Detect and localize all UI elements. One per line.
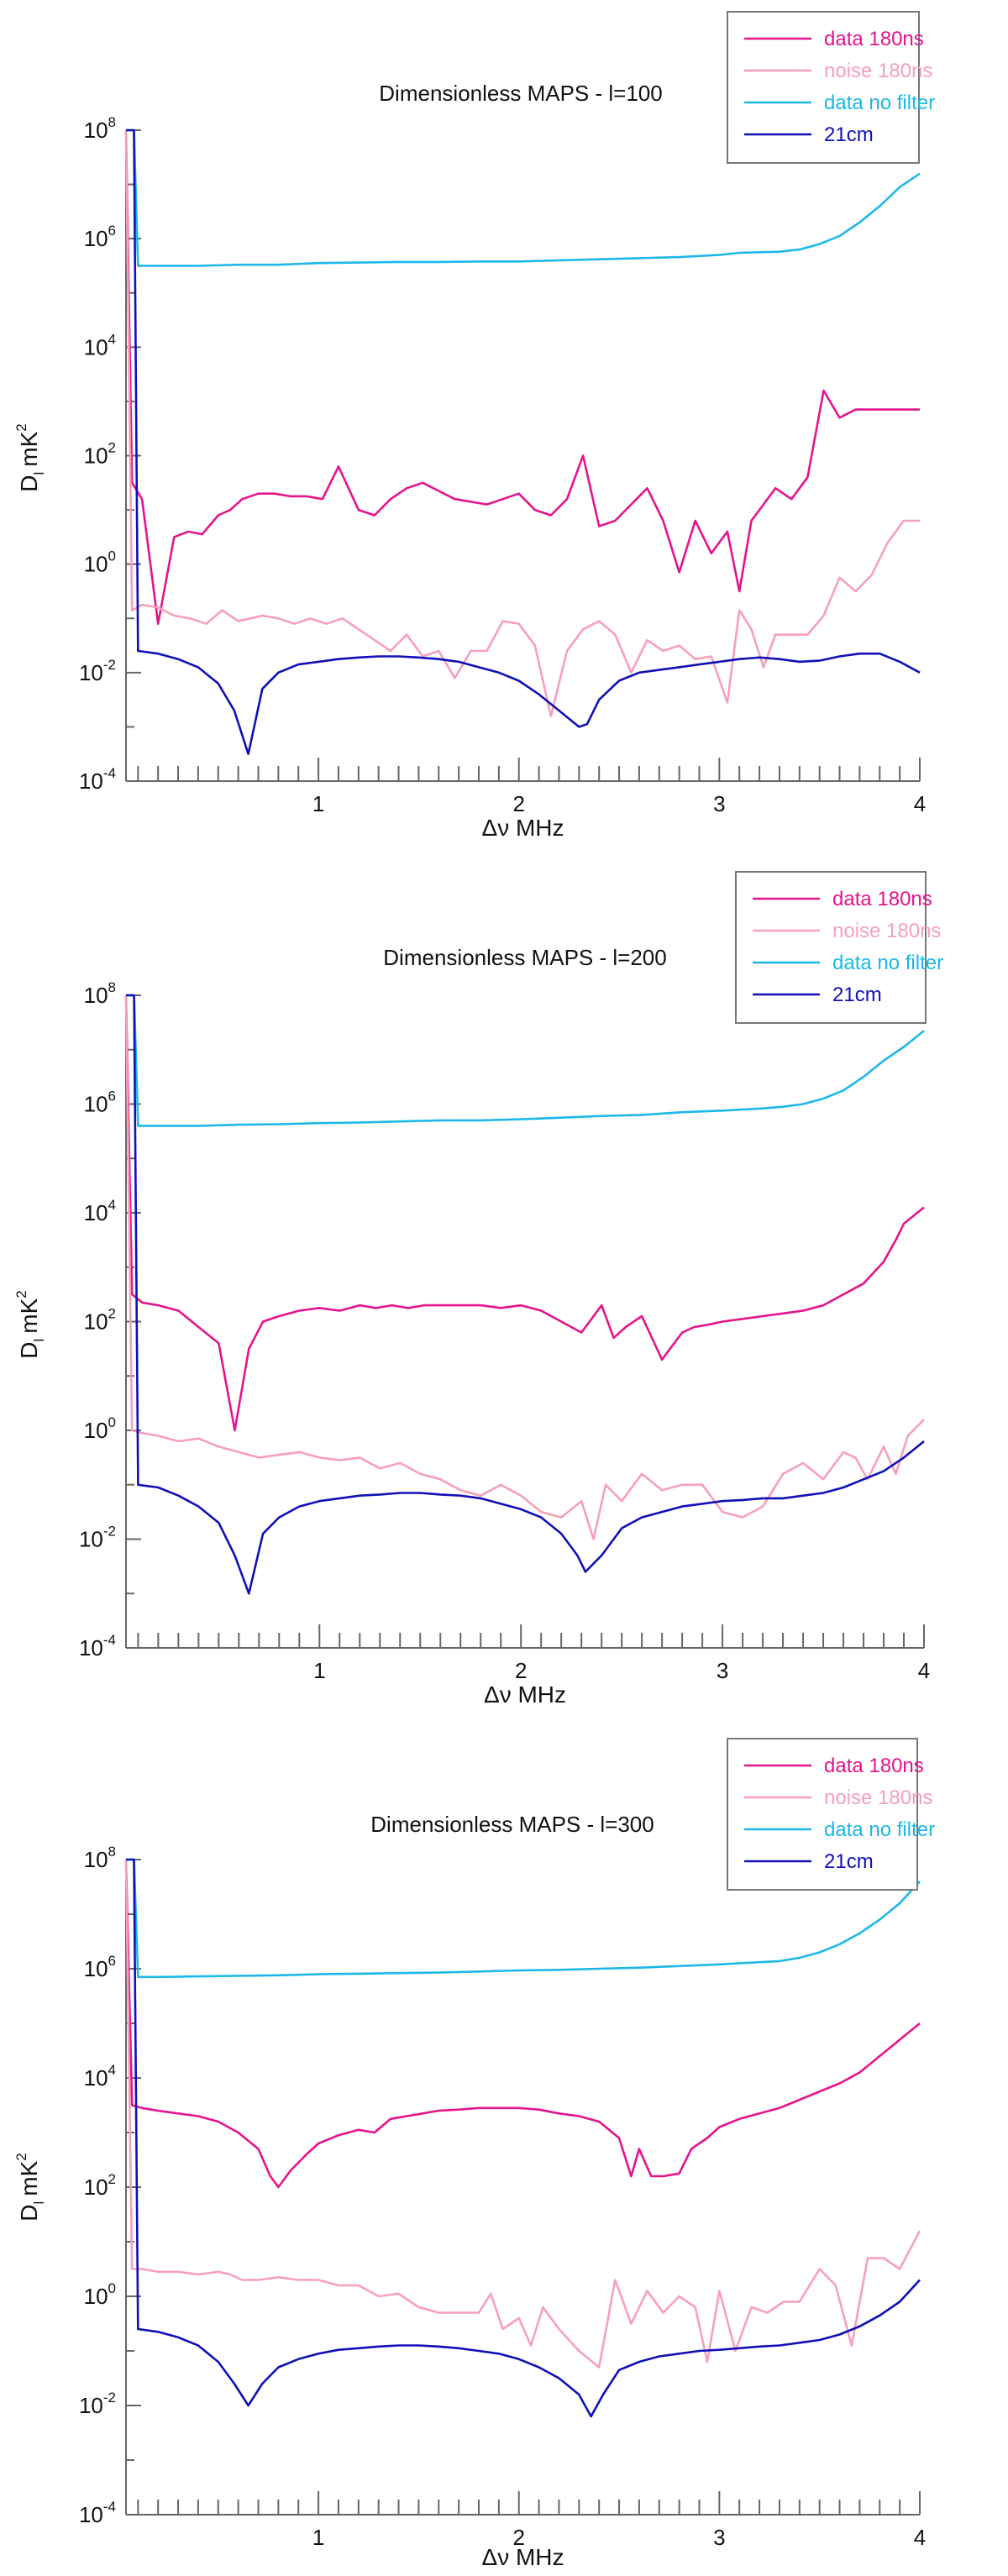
y-tick-label: 106	[84, 1953, 116, 1981]
y-tick-label: 100	[84, 2280, 116, 2309]
y-tick-label: 104	[84, 1197, 116, 1225]
y-tick-label: 106	[84, 1089, 116, 1117]
x-tick-label: 3	[713, 2525, 725, 2550]
x-tick-label: 4	[918, 1658, 930, 1683]
series-line-21cm	[126, 129, 921, 756]
legend-label: data 180ns	[824, 1755, 924, 1777]
legend-label: 21cm	[824, 1850, 874, 1873]
series-line-data-180ns	[124, 994, 925, 1432]
y-tick-label: 102	[84, 440, 116, 469]
y-tick-label: 102	[84, 2171, 116, 2200]
y-tick-label: 108	[84, 114, 116, 143]
x-tick-label: 3	[717, 1658, 728, 1683]
y-tick-label: 102	[84, 1306, 116, 1335]
series-line-data-180ns	[124, 1859, 921, 2189]
y-tick-label: 108	[84, 979, 116, 1008]
x-axis-title: Δν MHz	[481, 2544, 564, 2570]
legend-label: data no filter	[824, 92, 935, 114]
chart-title: Dimensionless MAPS - l=100	[379, 81, 662, 106]
y-tick-label: 10-2	[79, 1524, 116, 1552]
y-axis-title: DlmK2	[13, 1290, 47, 1358]
legend-label: noise 180ns	[824, 60, 932, 82]
y-tick-label: 108	[84, 1844, 116, 1872]
chart-panel-l100: 10-4 10-2 100 102 104 106 108 1 2 3 4 Δν MHz DlmK2 Di…	[0, 0, 1008, 858]
chart-l100: 10-4 10-2 100 102 104 106 108 1 2 3 4 Δν MHz DlmK2 Di…	[13, 11, 935, 841]
x-tick-label: 1	[312, 791, 324, 816]
y-tick-label: 10-2	[79, 2390, 116, 2418]
chart-panel-l200: 10-4 10-2 100 102 104 106 108 1 2 3 4 Δν MHz DlmK2 Di…	[0, 858, 1008, 1717]
y-tick-label: 104	[84, 2062, 116, 2091]
chart-title: Dimensionless MAPS - l=300	[370, 1812, 654, 1837]
chart-l300: 10-4 10-2 100 102 104 106 108 1 2 3 4 Δν MHz DlmK2 Di…	[13, 1738, 935, 2570]
legend-box	[727, 11, 920, 164]
legend-box	[727, 1738, 918, 1891]
y-tick-label: 10-4	[79, 765, 116, 794]
series-line-noise-180ns	[124, 1859, 921, 2369]
x-tick-label: 1	[312, 2525, 324, 2550]
series-line-data-no-filter	[126, 129, 921, 267]
legend-label: noise 180ns	[832, 920, 941, 942]
legend-box	[735, 871, 927, 1024]
x-axis-title: Δν MHz	[484, 1681, 566, 1708]
x-axis-title: Δν MHz	[481, 815, 564, 841]
y-tick-label: 10-4	[79, 2499, 116, 2527]
y-tick-label: 100	[84, 548, 116, 577]
series-line-21cm	[126, 1858, 921, 2418]
chart-l200: 10-4 10-2 100 102 104 106 108 1 2 3 4 Δν MHz DlmK2 Di…	[13, 871, 943, 1708]
x-tick-label: 4	[914, 2525, 926, 2550]
legend: data 180ns noise 180ns data no filter 21cm	[727, 11, 935, 164]
x-tick-label: 2	[512, 2525, 524, 2550]
legend: data 180ns noise 180ns data no filter 21cm	[735, 871, 943, 1024]
y-tick-label: 104	[84, 331, 116, 359]
x-tick-label: 1	[313, 1658, 325, 1683]
y-axis-title: DlmK2	[13, 2153, 47, 2221]
series-line-data-no-filter	[126, 1858, 921, 1979]
legend-label: data 180ns	[832, 888, 932, 910]
legend-label: data no filter	[832, 952, 943, 974]
x-tick-label: 2	[515, 1658, 527, 1683]
y-tick-label: 10-2	[79, 657, 116, 685]
y-tick-label: 100	[84, 1414, 116, 1443]
series-line-21cm	[126, 994, 925, 1595]
legend: data 180ns noise 180ns data no filter 21cm	[727, 1738, 935, 1891]
x-tick-label: 3	[713, 791, 725, 816]
legend-label: 21cm	[824, 123, 874, 146]
y-tick-label: 106	[84, 223, 116, 251]
chart-title: Dimensionless MAPS - l=200	[383, 945, 666, 970]
y-tick-label: 10-4	[79, 1632, 116, 1660]
series-line-noise-180ns	[124, 994, 925, 1540]
chart-panel-l300: 10-4 10-2 100 102 104 106 108 1 2 3 4 Δν MHz DlmK2 Di…	[0, 1717, 1008, 2576]
legend-label: 21cm	[832, 984, 882, 1006]
x-tick-label: 4	[914, 791, 926, 816]
legend-label: data no filter	[824, 1818, 935, 1841]
series-line-data-no-filter	[126, 994, 925, 1127]
series-line-data-180ns	[124, 129, 920, 626]
y-axis-title: DlmK2	[13, 423, 47, 491]
x-tick-label: 2	[512, 791, 524, 816]
series-line-noise-180ns	[124, 129, 920, 717]
legend-label: data 180ns	[824, 28, 924, 50]
legend-label: noise 180ns	[824, 1786, 932, 1809]
